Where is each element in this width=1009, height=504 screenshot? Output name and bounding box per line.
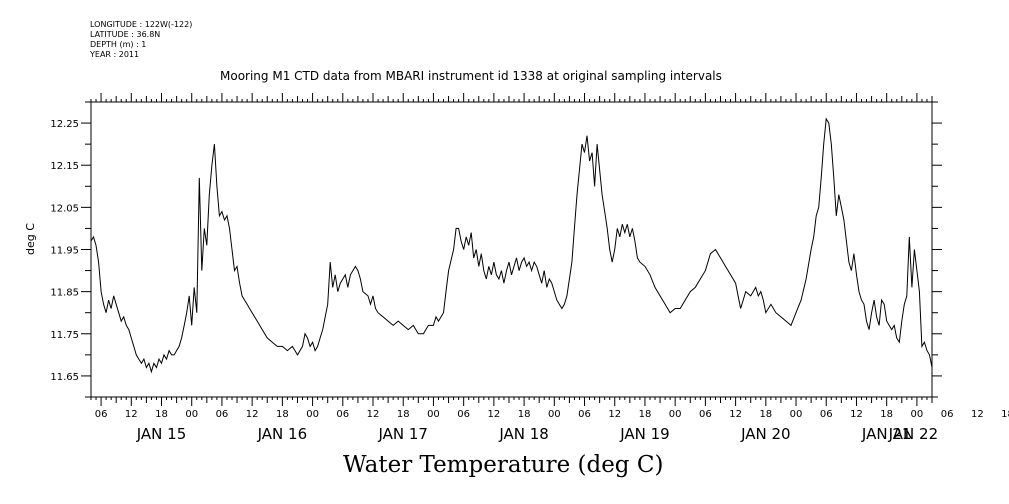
x-tick-label: 06 bbox=[699, 409, 712, 420]
x-tick-label: 12 bbox=[125, 409, 138, 420]
x-day-label: JAN 20 bbox=[740, 425, 791, 443]
x-tick-label: 12 bbox=[488, 409, 501, 420]
y-tick-label: 12.25 bbox=[50, 119, 79, 130]
x-day-label: JAN 15 bbox=[136, 425, 187, 443]
x-tick-label: 18 bbox=[880, 409, 893, 420]
x-tick-label: 18 bbox=[759, 409, 772, 420]
y-tick-label: 11.85 bbox=[50, 288, 79, 299]
chart-title: Mooring M1 CTD data from MBARI instrumen… bbox=[220, 69, 722, 83]
x-day-label: JAN 16 bbox=[257, 425, 308, 443]
x-tick-label: 06 bbox=[941, 409, 954, 420]
y-tick-label: 12.05 bbox=[50, 203, 79, 214]
x-day-label: JAN 18 bbox=[498, 425, 549, 443]
metadata-block: LONGITUDE : 122W(-122) LATITUDE : 36.8N … bbox=[90, 20, 192, 60]
x-tick-label: 18 bbox=[518, 409, 531, 420]
x-tick-label: 00 bbox=[669, 409, 682, 420]
x-tick-label: 00 bbox=[185, 409, 198, 420]
latitude-label: LATITUDE : 36.8N bbox=[90, 30, 161, 39]
plot-frame bbox=[90, 101, 933, 398]
x-tick-label: 06 bbox=[216, 409, 229, 420]
x-tick-label: 06 bbox=[820, 409, 833, 420]
x-tick-label: 12 bbox=[246, 409, 259, 420]
x-tick-label: 06 bbox=[578, 409, 591, 420]
x-tick-label: 00 bbox=[306, 409, 319, 420]
x-tick-label: 00 bbox=[911, 409, 924, 420]
x-tick-label: 06 bbox=[457, 409, 470, 420]
y-tick-label: 11.75 bbox=[50, 330, 79, 341]
x-axis-label: Water Temperature (deg C) bbox=[343, 452, 664, 478]
x-tick-label: 12 bbox=[971, 409, 984, 420]
x-tick-label: 18 bbox=[1001, 409, 1009, 420]
x-day-label: JAN 19 bbox=[619, 425, 670, 443]
x-tick-label: 00 bbox=[790, 409, 803, 420]
y-tick-label: 11.95 bbox=[50, 246, 79, 257]
x-tick-label: 00 bbox=[427, 409, 440, 420]
y-tick-label: 11.65 bbox=[50, 372, 79, 383]
x-tick-label: 00 bbox=[548, 409, 561, 420]
x-tick-label: 12 bbox=[850, 409, 863, 420]
x-tick-label: 06 bbox=[95, 409, 108, 420]
x-tick-label: 12 bbox=[729, 409, 742, 420]
x-tick-label: 18 bbox=[639, 409, 652, 420]
year-label: YEAR : 2011 bbox=[90, 50, 140, 59]
y-tick-label: 12.15 bbox=[50, 161, 79, 172]
x-day-label: JAN 21 bbox=[861, 425, 912, 443]
longitude-label: LONGITUDE : 122W(-122) bbox=[90, 20, 193, 29]
x-tick-label: 06 bbox=[336, 409, 349, 420]
depth-label: DEPTH (m) : 1 bbox=[90, 40, 147, 49]
x-tick-label: 18 bbox=[276, 409, 289, 420]
x-tick-label: 12 bbox=[367, 409, 380, 420]
x-day-label: JAN 17 bbox=[377, 425, 428, 443]
series-line bbox=[90, 117, 933, 374]
x-tick-label: 12 bbox=[608, 409, 621, 420]
x-day-label: JAN 22 bbox=[888, 425, 939, 443]
x-tick-label: 18 bbox=[155, 409, 168, 420]
x-tick-label: 18 bbox=[397, 409, 410, 420]
